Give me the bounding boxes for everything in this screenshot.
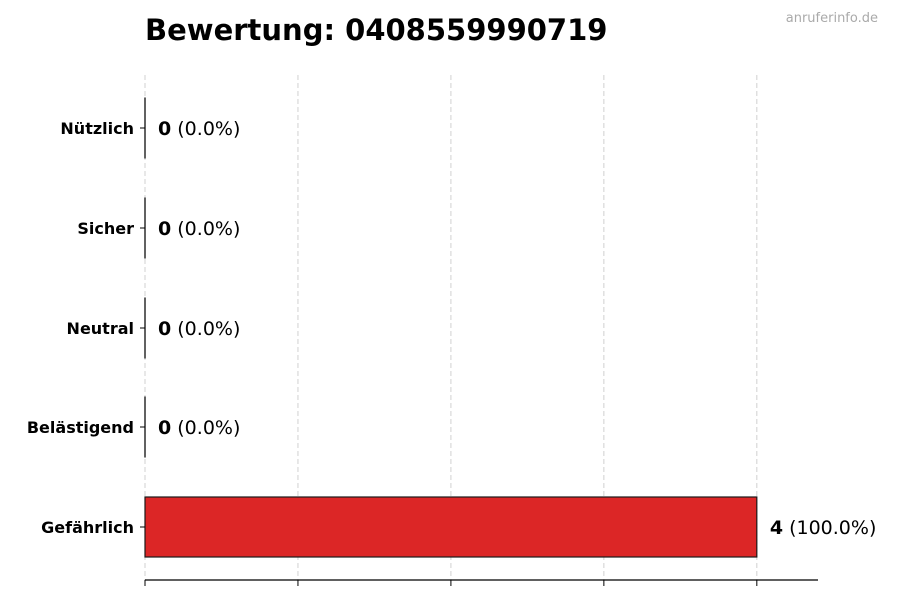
value-label: 0 (0.0%) bbox=[158, 118, 240, 140]
category-label: Belästigend bbox=[27, 418, 134, 437]
bar bbox=[144, 496, 758, 558]
value-label: 0 (0.0%) bbox=[158, 318, 240, 340]
value-count: 4 bbox=[770, 517, 783, 539]
value-percent: (0.0%) bbox=[171, 417, 240, 439]
value-label: 4 (100.0%) bbox=[770, 517, 877, 539]
value-count: 0 bbox=[158, 318, 171, 340]
watermark: anruferinfo.de bbox=[786, 11, 878, 26]
value-label: 0 (0.0%) bbox=[158, 218, 240, 240]
value-label: 0 (0.0%) bbox=[158, 417, 240, 439]
category-label: Nützlich bbox=[60, 119, 134, 138]
category-label: Neutral bbox=[67, 319, 134, 338]
value-percent: (100.0%) bbox=[783, 517, 876, 539]
category-label: Sicher bbox=[77, 219, 134, 238]
value-percent: (0.0%) bbox=[171, 318, 240, 340]
chart-title: Bewertung: 0408559990719 bbox=[145, 13, 607, 47]
value-count: 0 bbox=[158, 417, 171, 439]
category-label: Gefährlich bbox=[41, 518, 134, 537]
value-count: 0 bbox=[158, 218, 171, 240]
value-count: 0 bbox=[158, 118, 171, 140]
value-percent: (0.0%) bbox=[171, 118, 240, 140]
value-percent: (0.0%) bbox=[171, 218, 240, 240]
